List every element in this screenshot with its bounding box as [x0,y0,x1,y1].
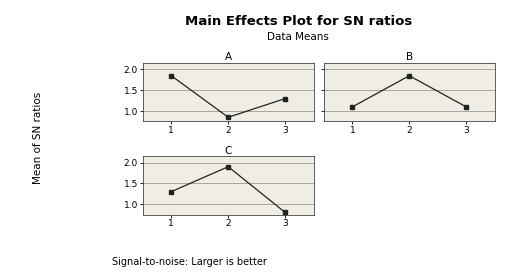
Title: B: B [405,53,412,62]
Text: Signal-to-noise: Larger is better: Signal-to-noise: Larger is better [112,257,267,267]
Text: Mean of SN ratios: Mean of SN ratios [33,91,43,184]
Text: Main Effects Plot for SN ratios: Main Effects Plot for SN ratios [184,15,411,28]
Title: C: C [224,145,232,156]
Text: Data Means: Data Means [267,32,329,42]
Title: A: A [224,53,231,62]
